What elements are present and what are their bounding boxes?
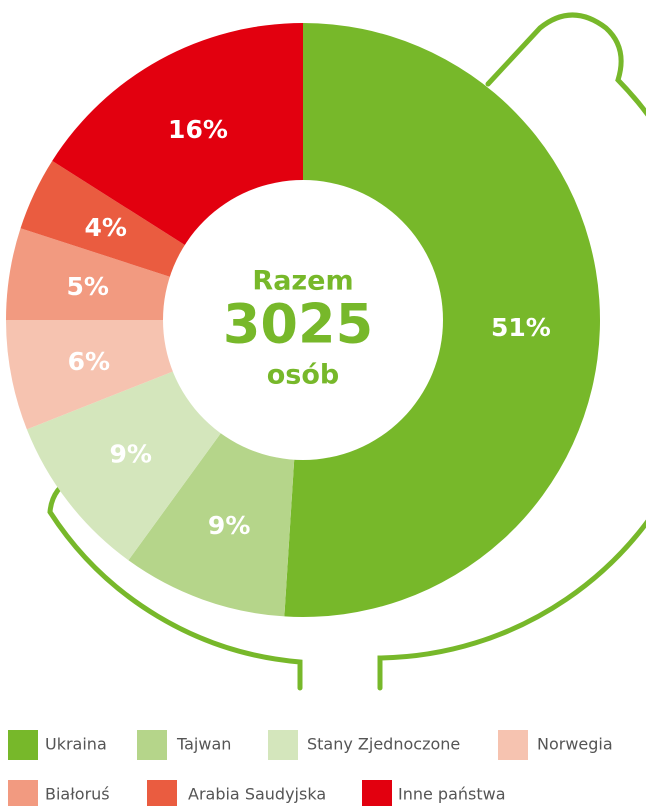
legend-swatch xyxy=(362,780,392,806)
slice-label: 5% xyxy=(66,272,108,301)
slice-label: 9% xyxy=(110,440,152,469)
center-line1: Razem xyxy=(252,266,353,297)
legend-swatch xyxy=(8,730,38,760)
stand-left xyxy=(47,475,303,691)
globe-stand xyxy=(47,12,646,691)
legend-swatch xyxy=(147,780,177,806)
legend-swatch xyxy=(268,730,298,760)
legend-label: Białoruś xyxy=(45,785,110,804)
legend-swatch xyxy=(8,780,38,806)
legend-label: Inne państwa xyxy=(398,785,506,804)
slice-label: 6% xyxy=(68,347,110,376)
slice-label: 16% xyxy=(168,115,228,144)
legend-label: Stany Zjednoczone xyxy=(307,735,460,754)
donut-hole xyxy=(163,180,443,460)
slice-label: 9% xyxy=(208,511,250,540)
legend-label: Norwegia xyxy=(537,735,613,754)
legend-swatch xyxy=(498,730,528,760)
center-line2: osób xyxy=(267,360,340,391)
slice-label: 51% xyxy=(491,313,551,342)
stand-right xyxy=(377,12,646,691)
legend-label: Ukraina xyxy=(45,735,107,754)
legend-label: Arabia Saudyjska xyxy=(188,785,326,804)
legend-label: Tajwan xyxy=(176,735,231,754)
slice-label: 4% xyxy=(85,213,127,242)
center-total: 3025 xyxy=(223,293,373,356)
legend-swatch xyxy=(137,730,167,760)
